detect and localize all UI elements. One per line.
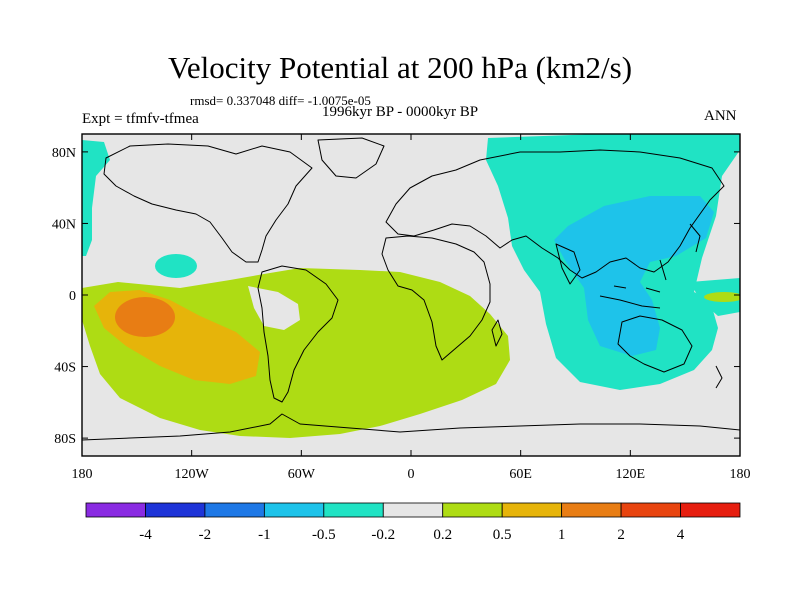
colorbar-label: 0.5 [493,527,512,543]
lon-label: 120E [616,467,646,482]
colorbar-label: -1 [258,527,271,543]
colorbar-swatch [383,503,442,517]
colorbar-label: -2 [199,527,212,543]
colorbar-label: -0.2 [371,527,395,543]
colorbar-label: 2 [617,527,625,543]
colorbar-label: 0.2 [433,527,452,543]
lon-label: 0 [408,467,415,482]
lon-label: 60E [509,467,532,482]
contour-neg-0.5-pacific-cell [155,254,197,278]
colorbar-label: -4 [139,527,152,543]
colorbar-label: 1 [558,527,566,543]
lat-label: 80S [54,432,76,447]
colorbar-swatch [264,503,323,517]
lon-label: 180 [72,467,93,482]
colorbar: -4 -2 -1 -0.5 -0.2 0.2 0.5 1 2 4 [86,503,740,543]
colorbar-swatch [443,503,502,517]
colorbar-swatch [562,503,621,517]
colorbar-swatch [681,503,740,517]
colorbar-swatch [205,503,264,517]
lat-label: 0 [69,289,76,304]
lon-label: 60W [288,467,316,482]
lat-label: 40S [54,361,76,376]
colorbar-swatch [86,503,145,517]
contour-pos-0.2-pacific [704,292,744,302]
colorbar-swatch [145,503,204,517]
colorbar-swatch [621,503,680,517]
colorbar-label: -0.5 [312,527,336,543]
contour-pos-1 [115,297,175,337]
colorbar-label: 4 [677,527,685,543]
lat-label: 80N [52,146,76,161]
lat-label: 40N [52,217,76,232]
colorbar-swatch [324,503,383,517]
lon-label: 120W [175,467,210,482]
colorbar-swatch [502,503,561,517]
lon-label: 180 [730,467,751,482]
